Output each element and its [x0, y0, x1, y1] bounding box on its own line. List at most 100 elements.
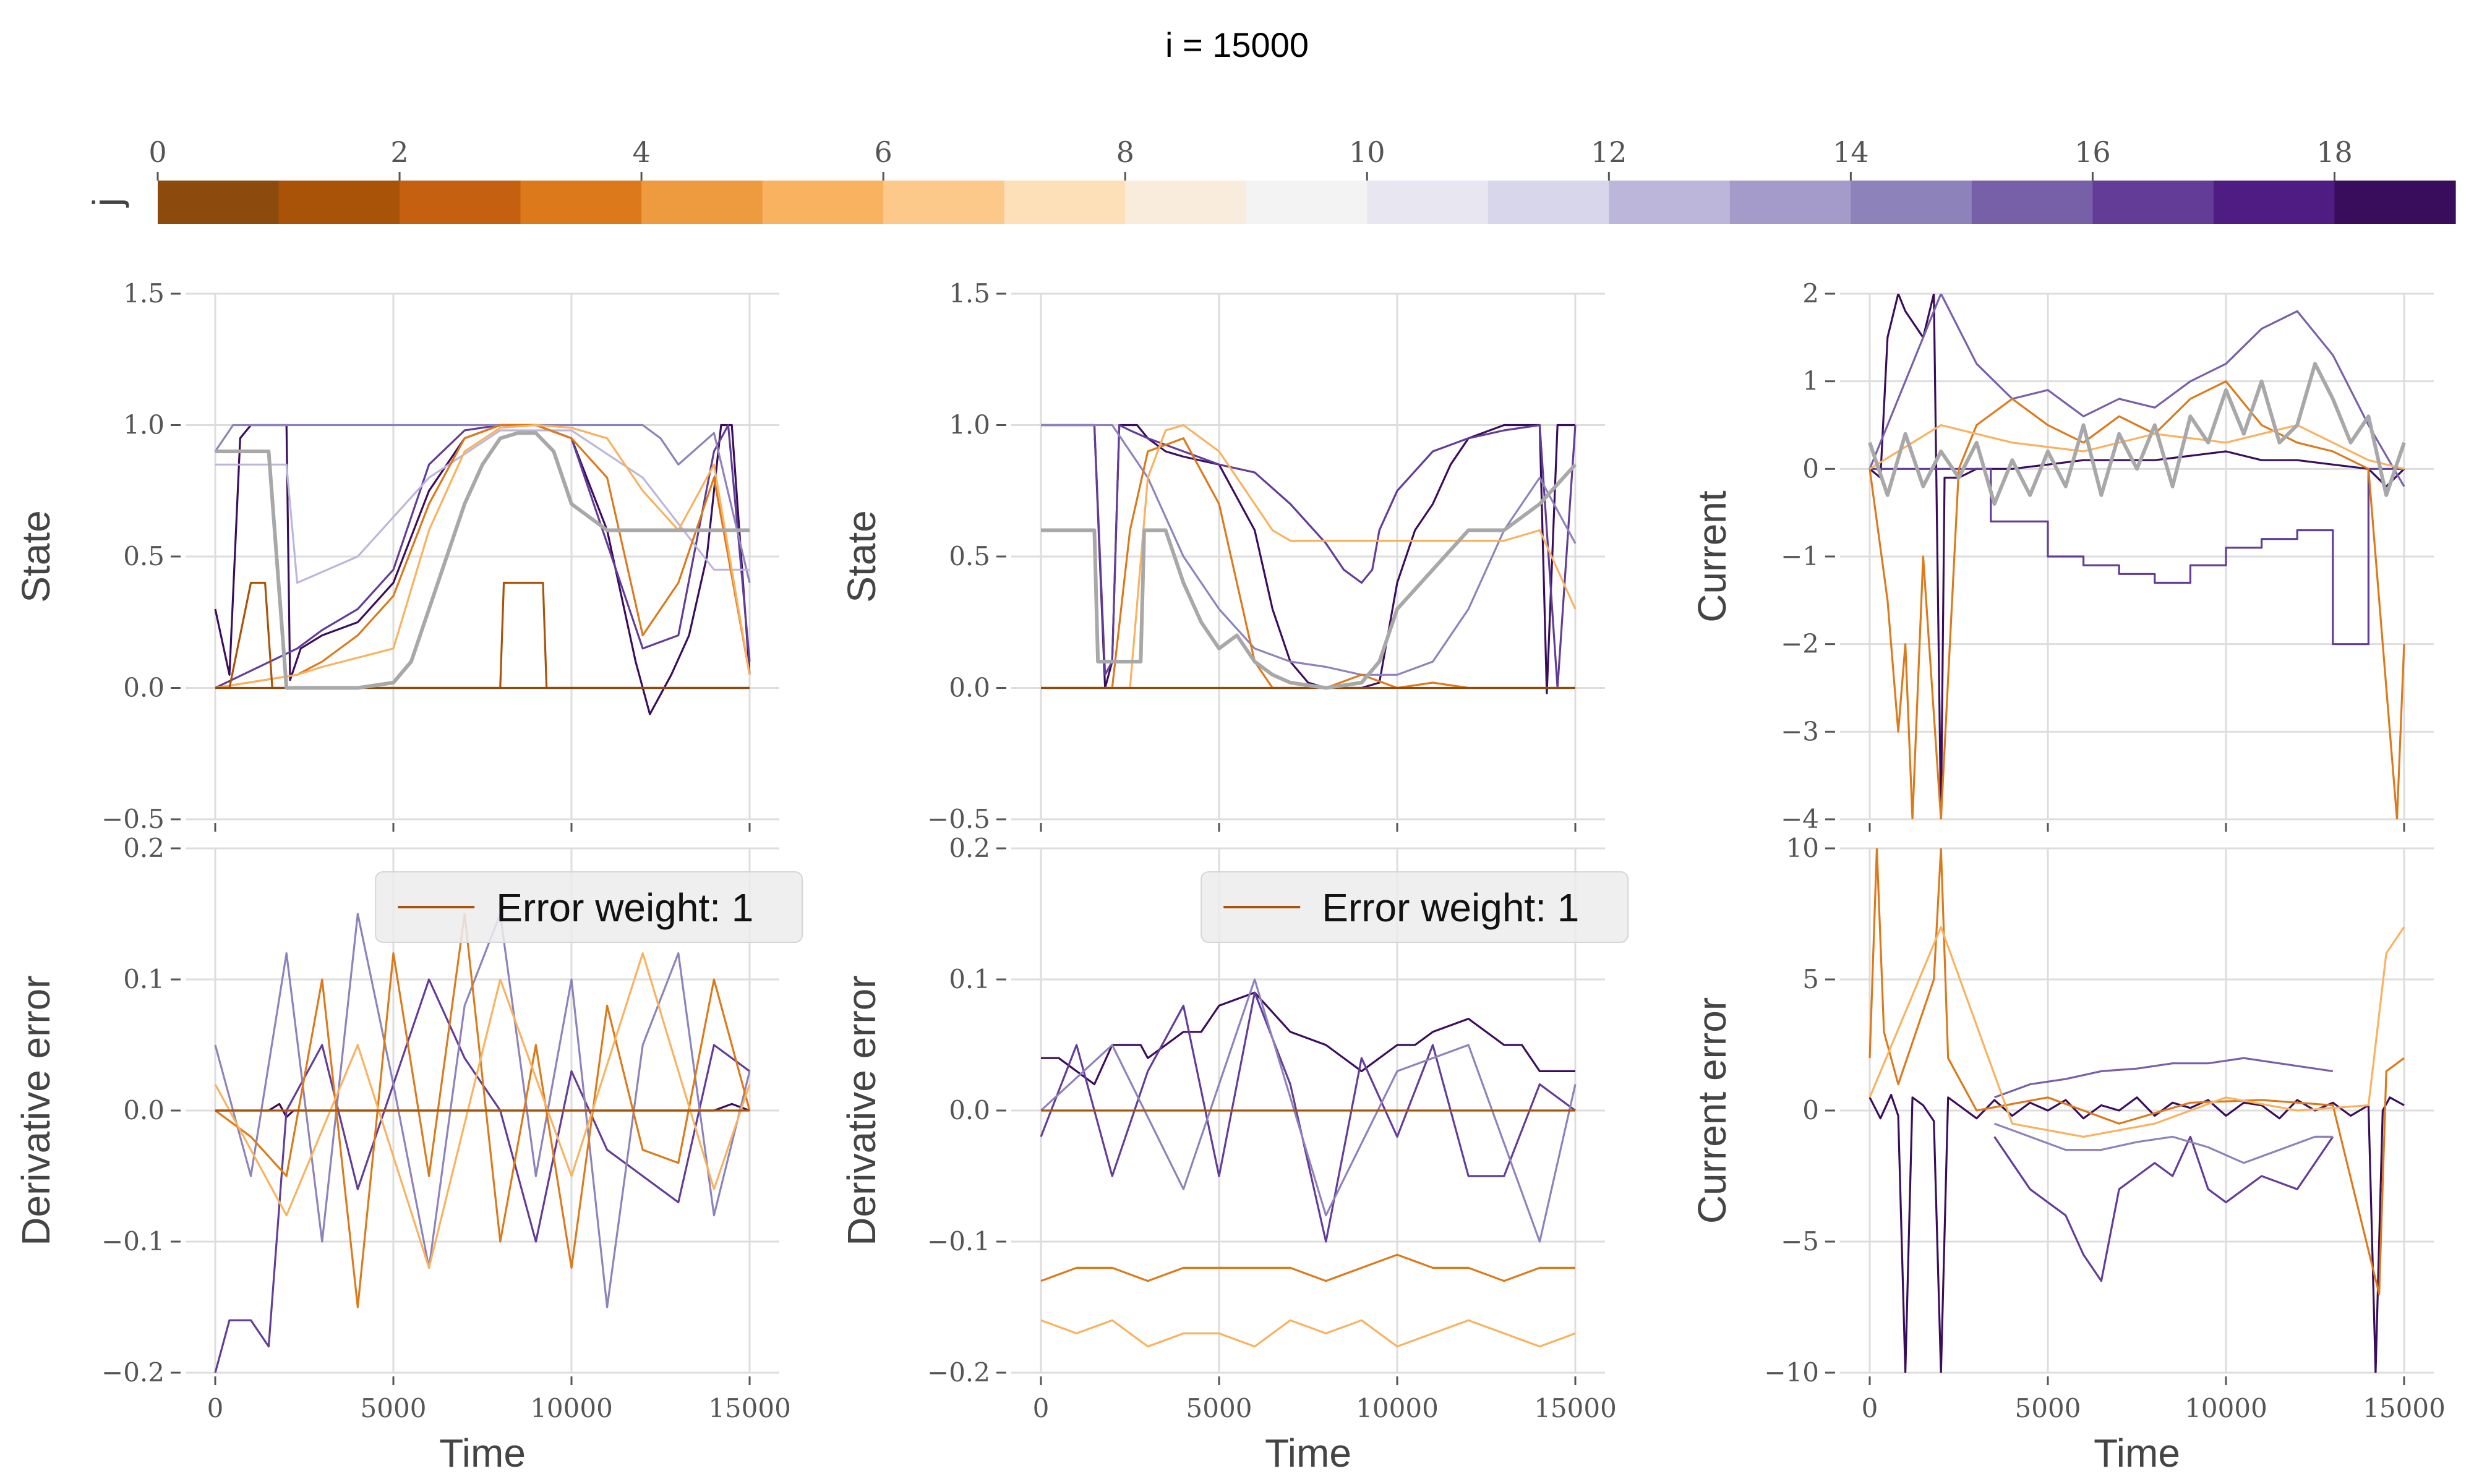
y-tick-label: 1.0 [949, 410, 990, 440]
y-tick-label: 0.1 [123, 964, 165, 994]
colorbar-tick-label: 18 [2316, 135, 2353, 169]
y-axis-label: Current error [1690, 997, 1734, 1224]
subplot-current-error: 10 5 0 −5 −10 0 5000 10000 15000 Current error Tim… [1690, 833, 2446, 1475]
series-line-5 [1868, 362, 2406, 506]
legend: Error weight: 1 [1201, 871, 1629, 943]
x-tick-label: 5000 [1186, 1393, 1252, 1423]
y-tick-label: 0.5 [949, 541, 990, 571]
x-tick-label: 0 [1862, 1393, 1878, 1423]
colorbar-bin [1367, 181, 1489, 224]
series-line-2 [1868, 294, 2405, 487]
series-line-0 [1041, 991, 1575, 1086]
colorbar-tick-label: 2 [390, 135, 408, 169]
series-line-4 [1041, 424, 1577, 689]
series-line-4 [1868, 848, 2405, 1295]
series-group [214, 424, 751, 715]
y-tick-label: 0 [1802, 1095, 1819, 1125]
y-axis-label: State [839, 510, 884, 602]
y-axis-label: Current [1690, 490, 1734, 623]
y-tick-label: −0.5 [927, 804, 990, 834]
y-tick-label: 0.2 [949, 833, 990, 863]
series-group [1040, 978, 1577, 1348]
y-tick-label: −0.1 [927, 1226, 990, 1256]
y-tick-label: 2 [1802, 278, 1819, 309]
colorbar-tick-label: 0 [148, 135, 166, 169]
colorbar-bin [762, 181, 884, 224]
y-tick-label: 5 [1802, 964, 1819, 994]
x-axis-label: Time [1265, 1431, 1351, 1475]
series-line-3 [1040, 1253, 1575, 1282]
colorbar-tick-label: 12 [1591, 135, 1627, 169]
legend-entry: Error weight: 1 [496, 885, 753, 930]
series-line-1 [1993, 1135, 2334, 1282]
y-tick-label: −0.2 [927, 1357, 990, 1388]
series-line-0 [1868, 1094, 2405, 1373]
colorbar-tick-label: 10 [1349, 135, 1385, 169]
y-tick-label: 1.5 [123, 278, 165, 309]
y-tick-label: 0.5 [123, 541, 165, 571]
y-tick-label: 0.0 [123, 673, 165, 703]
y-tick-label: 0.0 [123, 1095, 165, 1125]
series-line-5 [1868, 926, 2405, 1138]
x-tick-label: 0 [207, 1393, 224, 1423]
colorbar-tick-label: 6 [875, 135, 892, 169]
series-line-1 [1041, 424, 1577, 689]
subplot-state-left: 1.5 1.0 0.5 0.0 −0.5 State [14, 278, 779, 834]
colorbar-bin [278, 181, 400, 224]
series-line-2 [1994, 1057, 2334, 1099]
legend-box [1201, 871, 1629, 943]
colorbar-bin [1851, 181, 1972, 224]
x-tick-label: 10000 [1356, 1393, 1439, 1423]
series-line-0 [215, 1102, 750, 1119]
colorbar-tick-label: 16 [2074, 135, 2111, 169]
series-line-4 [1869, 424, 2405, 470]
series-line-4 [215, 424, 751, 689]
series-line-4 [1040, 1319, 1576, 1348]
series-line-6 [215, 581, 750, 689]
y-tick-label: 0.0 [949, 673, 990, 703]
series-line-1 [214, 978, 750, 1373]
x-tick-label: 10000 [2185, 1393, 2267, 1423]
colorbar: 0 2 4 6 8 10 12 14 16 18 j [85, 135, 2456, 224]
y-tick-label: −0.1 [101, 1226, 165, 1256]
colorbar-tick-label: 4 [632, 135, 650, 169]
y-tick-label: −1 [1781, 541, 1819, 571]
colorbar-bin [1609, 181, 1731, 224]
series-line-5 [215, 424, 751, 689]
series-line-3 [215, 913, 751, 1308]
subplot-grid: 1.5 1.0 0.5 0.0 −0.5 State 1.5 1.0 0.5 0.0 −0.5 Sta… [14, 278, 2446, 1475]
colorbar-bin [883, 181, 1005, 224]
colorbar-bin [641, 181, 763, 224]
x-axis-label: Time [439, 1431, 526, 1475]
series-group [1041, 424, 1577, 694]
series-line-8 [215, 431, 750, 690]
colorbar-bin [1246, 181, 1368, 224]
legend-entry: Error weight: 1 [1322, 885, 1579, 930]
series-line-3 [1868, 380, 2405, 819]
y-axis-label: Derivative error [839, 975, 884, 1245]
figure-title: i = 15000 [1165, 25, 1309, 64]
colorbar-tick-label: 8 [1116, 135, 1134, 169]
y-tick-label: −3 [1781, 716, 1819, 746]
series-line-1 [1040, 991, 1576, 1243]
series-line-6 [1041, 463, 1577, 690]
y-tick-label: 0.1 [949, 964, 990, 994]
series-line-3 [1041, 437, 1575, 689]
y-tick-label: 10 [1786, 833, 1819, 863]
series-line-0 [1868, 294, 2405, 819]
colorbar-bin [1125, 181, 1247, 224]
series-line-2 [1041, 424, 1577, 676]
y-tick-label: 1 [1802, 366, 1819, 396]
x-axis-label: Time [2094, 1431, 2180, 1475]
series-line-3 [1994, 1122, 2333, 1164]
colorbar-bin [1004, 181, 1126, 224]
colorbar-bin [2213, 181, 2335, 224]
y-axis-label: Derivative error [14, 975, 58, 1245]
y-tick-label: 1.0 [123, 410, 165, 440]
y-tick-label: −0.2 [101, 1357, 165, 1388]
y-tick-label: −0.5 [101, 804, 165, 834]
series-line-2 [1040, 978, 1577, 1243]
x-tick-label: 15000 [708, 1393, 791, 1423]
y-tick-label: 0.0 [949, 1095, 990, 1125]
legend: Error weight: 1 [375, 871, 803, 943]
